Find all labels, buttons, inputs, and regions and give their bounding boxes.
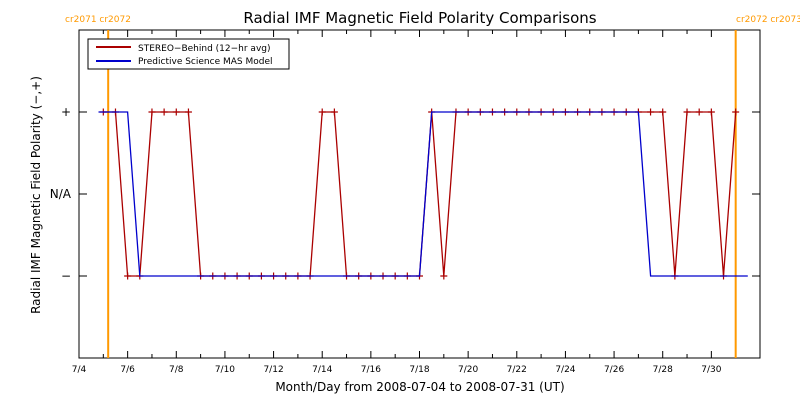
data-marks <box>98 30 748 358</box>
y-axis-label: Radial IMF Magnetic Field Polarity (−,+) <box>29 76 43 314</box>
legend-label-mas: Predictive Science MAS Model <box>138 57 273 67</box>
x-tick-label: 7/14 <box>312 365 332 375</box>
data-point <box>184 108 192 116</box>
cr-marker-right-label: cr2072 cr2073 <box>736 15 800 25</box>
x-tick-label: 7/16 <box>361 365 381 375</box>
x-tick-label: 7/10 <box>215 365 235 375</box>
y-tick-label: N/A <box>50 187 72 201</box>
x-tick-label: 7/30 <box>701 365 721 375</box>
x-tick-label: 7/22 <box>507 365 527 375</box>
plot-frame <box>78 29 761 359</box>
series-line <box>98 111 748 277</box>
x-tick-label: 7/6 <box>120 365 135 375</box>
x-tick-label: 7/20 <box>458 365 478 375</box>
x-axis-label: Month/Day from 2008-07-04 to 2008-07-31 … <box>275 380 564 394</box>
data-point <box>732 108 740 116</box>
data-point <box>440 272 448 280</box>
legend-label-stereo: STEREO−Behind (12−hr avg) <box>138 44 271 54</box>
data-point <box>707 108 715 116</box>
axes-group: 7/4 7/6 7/8 7/10 7/12 7/14 7/16 7/18 7/20 7/22 7/2… <box>50 29 761 375</box>
legend-box <box>87 38 290 70</box>
data-point <box>148 108 156 116</box>
data-point <box>695 108 703 116</box>
x-tick-label: 7/18 <box>409 365 429 375</box>
data-point <box>647 108 655 116</box>
data-point <box>659 108 667 116</box>
cr-marker-left-label: cr2071 cr2072 <box>65 15 131 25</box>
y-tick-label: + <box>61 105 71 119</box>
legend: STEREO−Behind (12−hr avg) Predictive Sci… <box>87 38 290 70</box>
x-tick-label: 7/28 <box>653 365 673 375</box>
data-point <box>160 108 168 116</box>
data-point <box>172 108 180 116</box>
data-point <box>683 108 691 116</box>
chart-title: Radial IMF Magnetic Field Polarity Compa… <box>243 9 596 27</box>
x-tick-label: 7/8 <box>169 365 184 375</box>
data-point <box>330 108 338 116</box>
data-point <box>318 108 326 116</box>
y-tick-label: − <box>61 269 71 283</box>
data-point <box>124 272 132 280</box>
x-tick-label: 7/12 <box>263 365 283 375</box>
x-tick-label: 7/26 <box>604 365 624 375</box>
x-tick-label: 7/4 <box>72 365 87 375</box>
x-tick-label: 7/24 <box>555 365 575 375</box>
